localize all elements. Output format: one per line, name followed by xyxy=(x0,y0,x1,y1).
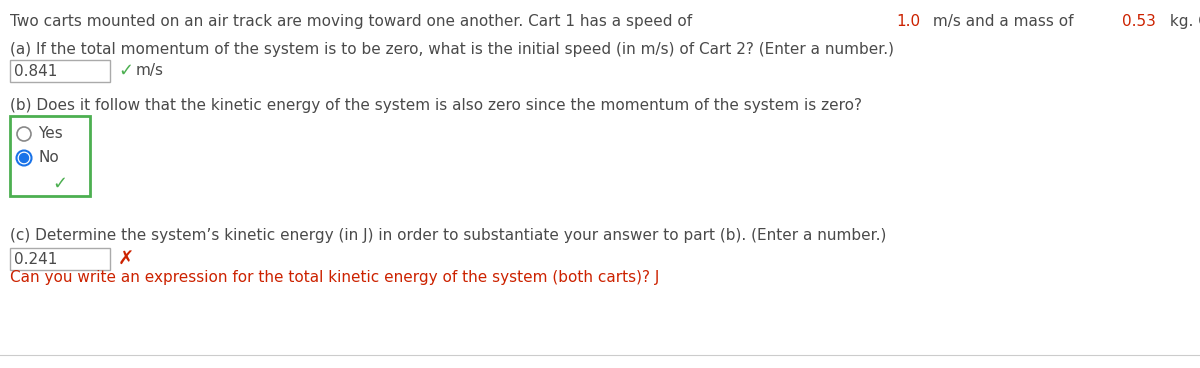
FancyBboxPatch shape xyxy=(10,60,110,82)
Text: No: No xyxy=(38,151,59,166)
Text: ✗: ✗ xyxy=(118,250,134,269)
Text: ✓: ✓ xyxy=(52,175,67,193)
Text: (a) If the total momentum of the system is to be zero, what is the initial speed: (a) If the total momentum of the system … xyxy=(10,42,894,57)
Text: kg. Cart 2 has a mass of: kg. Cart 2 has a mass of xyxy=(1165,14,1200,29)
Text: Two carts mounted on an air track are moving toward one another. Cart 1 has a sp: Two carts mounted on an air track are mo… xyxy=(10,14,697,29)
Text: (c) Determine the system’s kinetic energy (in J) in order to substantiate your a: (c) Determine the system’s kinetic energ… xyxy=(10,228,887,243)
Text: Can you write an expression for the total kinetic energy of the system (both car: Can you write an expression for the tota… xyxy=(10,270,659,285)
FancyBboxPatch shape xyxy=(10,116,90,196)
Text: ✓: ✓ xyxy=(118,62,133,80)
Text: 0.53: 0.53 xyxy=(1122,14,1156,29)
Text: Yes: Yes xyxy=(38,127,62,142)
Text: 0.241: 0.241 xyxy=(14,251,58,266)
Text: m/s: m/s xyxy=(136,64,164,78)
Text: (b) Does it follow that the kinetic energy of the system is also zero since the : (b) Does it follow that the kinetic ener… xyxy=(10,98,862,113)
Circle shape xyxy=(19,153,29,163)
Text: 0.841: 0.841 xyxy=(14,64,58,78)
FancyBboxPatch shape xyxy=(10,248,110,270)
Text: m/s and a mass of: m/s and a mass of xyxy=(928,14,1078,29)
Text: 1.0: 1.0 xyxy=(896,14,920,29)
